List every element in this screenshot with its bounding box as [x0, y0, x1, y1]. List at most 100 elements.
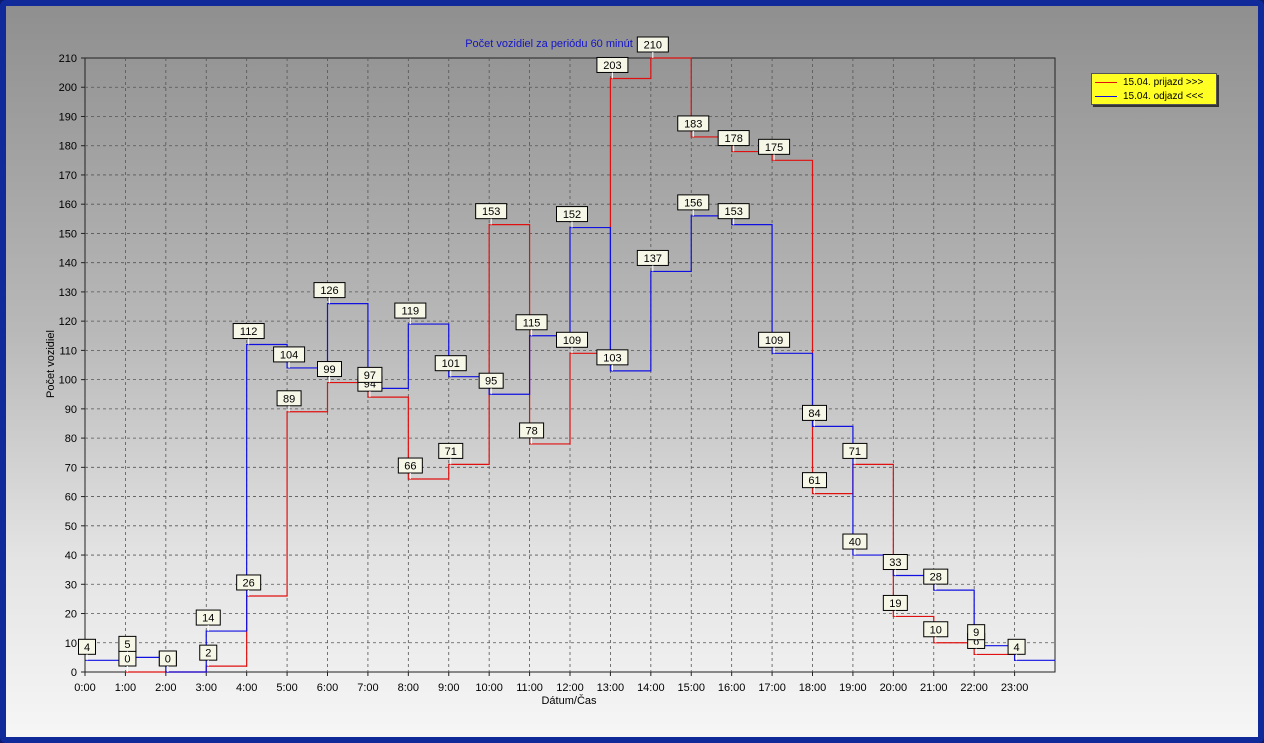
data-label-text: 109 — [765, 335, 783, 347]
data-label: 153 — [475, 203, 508, 225]
data-label-text: 2 — [205, 648, 211, 660]
chart-title: Počet vozidiel za periódu 60 minút — [465, 38, 633, 50]
x-tick-label: 22:00 — [960, 682, 988, 694]
data-label-text: 183 — [684, 118, 702, 130]
y-tick-label: 10 — [65, 638, 77, 650]
data-label-text: 104 — [280, 349, 298, 361]
y-tick-label: 160 — [59, 199, 77, 211]
data-label: 156 — [677, 194, 710, 216]
data-label: 19 — [882, 594, 908, 617]
data-label: 26 — [236, 574, 262, 596]
legend-swatch-departure — [1095, 95, 1117, 97]
chart-legend: 15.04. prijazd >>> 15.04. odjazd <<< — [1091, 73, 1217, 105]
data-label: 115 — [515, 314, 548, 336]
data-label: 28 — [923, 568, 949, 591]
legend-label-arrival: 15.04. prijazd >>> — [1123, 77, 1204, 88]
y-tick-label: 60 — [65, 492, 77, 504]
data-label: 4 — [1007, 638, 1026, 661]
data-label: 61 — [802, 472, 827, 494]
data-label-text: 153 — [482, 206, 500, 218]
y-tick-label: 140 — [59, 258, 77, 270]
x-tick-label: 15:00 — [677, 682, 705, 694]
legend-label-departure: 15.04. odjazd <<< — [1123, 91, 1204, 102]
data-label: 66 — [397, 457, 423, 480]
x-tick-label: 23:00 — [1001, 682, 1029, 694]
data-label-text: 103 — [603, 352, 621, 364]
data-label-text: 156 — [684, 197, 702, 209]
x-tick-label: 6:00 — [317, 682, 338, 694]
y-tick-label: 40 — [65, 550, 77, 562]
data-label-text: 4 — [84, 642, 90, 654]
y-tick-label: 210 — [59, 53, 77, 65]
data-label-text: 112 — [240, 326, 258, 338]
y-tick-label: 70 — [65, 462, 77, 474]
data-label: 104 — [273, 346, 306, 368]
x-tick-label: 19:00 — [839, 682, 867, 694]
data-label-text: 115 — [523, 317, 541, 329]
data-label-text: 28 — [930, 572, 942, 584]
x-tick-label: 21:00 — [920, 682, 948, 694]
y-tick-label: 170 — [59, 170, 77, 182]
data-label-text: 66 — [404, 461, 416, 473]
x-tick-label: 2:00 — [155, 682, 176, 694]
y-tick-label: 80 — [65, 433, 77, 445]
data-label-text: 137 — [644, 253, 662, 265]
y-tick-label: 90 — [65, 404, 77, 416]
x-tick-label: 10:00 — [475, 682, 503, 694]
data-label-text: 97 — [364, 370, 376, 382]
data-label: 178 — [717, 130, 750, 152]
y-tick-label: 20 — [65, 609, 77, 621]
y-tick-label: 0 — [71, 667, 77, 679]
data-label: 14 — [195, 609, 221, 632]
y-tick-label: 110 — [59, 345, 77, 357]
data-label-text: 84 — [808, 408, 820, 420]
x-tick-label: 12:00 — [556, 682, 584, 694]
x-tick-label: 5:00 — [276, 682, 297, 694]
data-label: 99 — [317, 361, 342, 383]
x-tick-label: 9:00 — [438, 682, 459, 694]
data-label: 109 — [758, 331, 791, 354]
data-label-text: 0 — [124, 654, 130, 666]
data-label: 4 — [78, 638, 96, 661]
data-label-text: 9 — [973, 627, 979, 639]
data-label: 71 — [438, 442, 464, 465]
y-tick-label: 190 — [59, 111, 77, 123]
data-label-text: 119 — [402, 306, 420, 318]
data-label-text: 210 — [644, 40, 662, 52]
data-label: 103 — [596, 349, 629, 371]
data-label: 137 — [636, 249, 669, 272]
x-tick-label: 14:00 — [637, 682, 665, 694]
data-label-text: 4 — [1014, 642, 1020, 654]
data-label-text: 126 — [320, 285, 338, 297]
data-label: 101 — [434, 355, 467, 377]
x-tick-label: 0:00 — [74, 682, 95, 694]
data-label-text: 203 — [603, 60, 621, 72]
data-label-text: 33 — [889, 557, 901, 569]
x-tick-label: 7:00 — [357, 682, 378, 694]
data-label-text: 14 — [202, 613, 214, 625]
x-tick-label: 13:00 — [597, 682, 625, 694]
data-label: 2 — [199, 644, 218, 667]
data-label: 203 — [596, 56, 629, 79]
data-label: 10 — [923, 621, 949, 643]
data-label-text: 19 — [889, 598, 901, 610]
x-tick-label: 18:00 — [799, 682, 827, 694]
x-axis-label: Dátum/Čas — [541, 694, 597, 707]
data-label-text: 109 — [563, 335, 581, 347]
data-label: 71 — [842, 442, 868, 465]
legend-item-departure: 15.04. odjazd <<< — [1095, 90, 1203, 104]
data-label: 97 — [357, 366, 383, 389]
data-label-text: 175 — [765, 142, 783, 154]
y-tick-label: 30 — [65, 579, 77, 591]
data-label-text: 40 — [849, 537, 861, 549]
data-label-text: 152 — [563, 209, 581, 221]
data-label: 112 — [232, 323, 265, 345]
x-tick-label: 20:00 — [880, 682, 908, 694]
data-label: 40 — [842, 533, 868, 556]
data-label: 5 — [118, 635, 137, 658]
x-tick-label: 3:00 — [196, 682, 217, 694]
x-tick-label: 1:00 — [115, 682, 136, 694]
data-label-text: 153 — [724, 206, 742, 218]
data-label: 95 — [478, 372, 504, 395]
